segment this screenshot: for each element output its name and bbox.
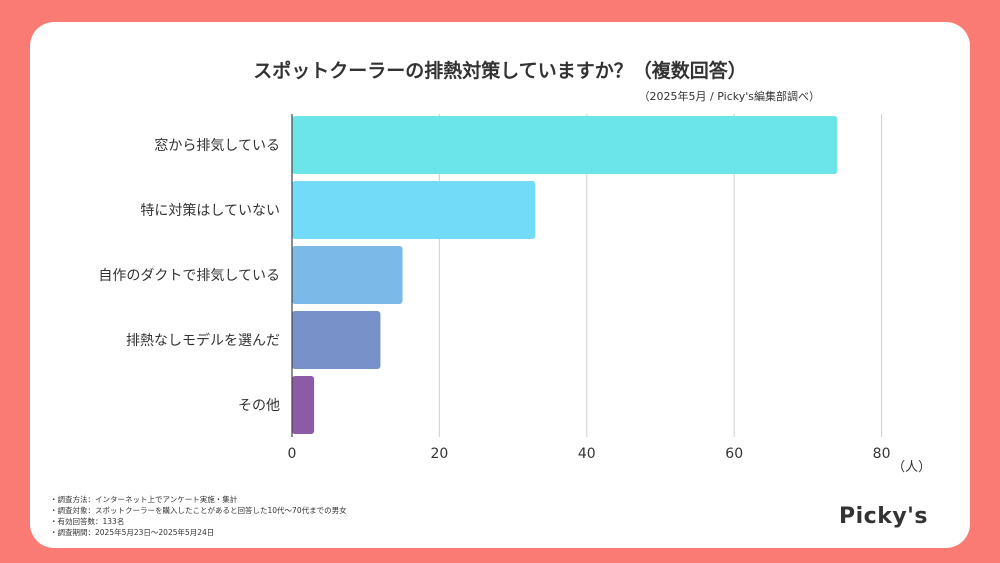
bar-chart: 窓から排気している特に対策はしていない自作のダクトで排気している排熱なしモデルを… — [98, 114, 931, 475]
brand-logo: Picky's — [838, 504, 928, 529]
bar — [292, 116, 838, 174]
bar — [292, 376, 315, 434]
category-label: 排熱なしモデルを選んだ — [126, 332, 280, 349]
note-method: ・調査方法：インターネット上でアンケート実施・集計 — [50, 495, 238, 504]
note-target: ・調査対象：スポットクーラーを購入したことがあると回答した10代〜70代までの男… — [50, 506, 347, 515]
chart-subtitle: （2025年5月 / Picky's編集部調べ） — [638, 90, 820, 103]
x-tick-label: 60 — [725, 446, 743, 462]
x-unit-label: （人） — [892, 460, 931, 475]
category-label: 窓から排気している — [154, 137, 280, 154]
category-label: 特に対策はしていない — [140, 202, 280, 219]
chart-card: スポットクーラーの排熱対策していますか？（複数回答） （2025年5月 / Pi… — [30, 22, 970, 548]
x-tick-label: 40 — [578, 446, 596, 462]
category-label: その他 — [238, 398, 280, 414]
chart-title: スポットクーラーの排熱対策していますか？（複数回答） — [253, 60, 747, 82]
note-count: ・有効回答数：133名 — [50, 517, 125, 526]
note-period: ・調査期間：2025年5月23日〜2025年5月24日 — [50, 528, 215, 537]
x-tick-label: 80 — [873, 446, 891, 462]
bar — [292, 311, 381, 369]
survey-notes: ・調査方法：インターネット上でアンケート実施・集計 ・調査対象：スポットクーラー… — [50, 494, 347, 538]
category-label: 自作のダクトで排気している — [98, 268, 280, 284]
bar — [292, 181, 536, 239]
bar — [292, 246, 403, 304]
x-tick-label: 20 — [430, 446, 448, 462]
x-tick-label: 0 — [288, 446, 297, 462]
